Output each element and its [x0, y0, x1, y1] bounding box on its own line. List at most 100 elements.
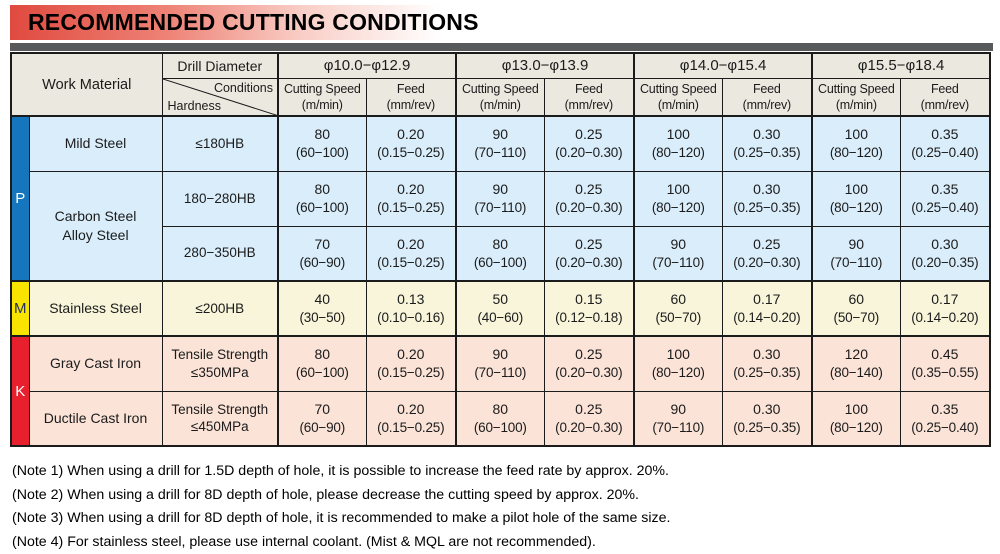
cutting-speed-cell-range: (70−110)	[652, 419, 705, 435]
cutting-speed-cell-range: (70−110)	[652, 254, 705, 270]
feed-cell-value: 0.25	[575, 126, 603, 143]
feed-cell-value: 0.15	[575, 290, 603, 307]
feed-cell-range: (0.20−0.35)	[911, 254, 979, 270]
cutting-speed-cell-value: 100	[844, 180, 868, 197]
cutting-speed-cell-range: (80−120)	[651, 365, 705, 381]
feed-label: Feed	[930, 81, 959, 96]
cutting-speed-cell: 90 (70−110)	[633, 225, 723, 282]
cutting-speed-cell-value: 60	[670, 290, 687, 307]
feed-cell-range: (0.20−0.30)	[555, 199, 623, 215]
cutting-speed-cell-value: 100	[844, 126, 868, 143]
material-name: Carbon Steel Alloy Steel	[28, 170, 163, 282]
cutting-speed-label: Cutting Speed	[461, 81, 539, 96]
feed-cell: 0.30 (0.25−0.35)	[721, 115, 813, 172]
feed-cell: 0.20 (0.15−0.25)	[365, 225, 457, 282]
cutting-speed-cell-range: (40−60)	[477, 309, 524, 325]
feed-cell-range: (0.25−0.40)	[911, 145, 979, 161]
cutting-speed-cell-range: (30−50)	[299, 309, 346, 325]
cutting-speed-cell-range: (80−140)	[829, 365, 883, 381]
feed-cell-range: (0.15−0.25)	[377, 419, 445, 435]
feed-cell-value: 0.35	[931, 126, 959, 143]
cutting-speed-label: Cutting Speed	[283, 81, 361, 96]
cutting-speed-cell: 80 (60−100)	[455, 390, 545, 447]
cutting-speed-header-3: Cutting Speed (m/min)	[633, 77, 723, 117]
feed-cell-range: (0.20−0.30)	[555, 419, 623, 435]
cutting-speed-cell: 70 (60−90)	[277, 225, 367, 282]
feed-cell-range: (0.20−0.30)	[555, 365, 623, 381]
cutting-speed-cell-value: 60	[848, 290, 865, 307]
feed-cell: 0.25 (0.20−0.30)	[543, 335, 635, 392]
feed-cell: 0.13 (0.10−0.16)	[365, 280, 457, 337]
feed-label: Feed	[396, 81, 425, 96]
feed-cell-range: (0.35−0.55)	[911, 365, 979, 381]
feed-cell-value: 0.20	[397, 126, 425, 143]
cutting-speed-cell-range: (80−120)	[829, 419, 883, 435]
cutting-speed-cell-range: (80−120)	[829, 199, 883, 215]
work-material-header: Work Material	[10, 52, 163, 117]
feed-cell-value: 0.30	[753, 126, 781, 143]
feed-cell-value: 0.30	[753, 180, 781, 197]
feed-cell-range: (0.25−0.40)	[911, 419, 979, 435]
feed-cell-range: (0.15−0.25)	[377, 365, 445, 381]
feed-cell-value: 0.20	[397, 180, 425, 197]
hardness-condition: Tensile Strength ≤350MPa	[161, 335, 279, 392]
cutting-speed-cell-range: (50−70)	[655, 309, 702, 325]
feed-cell: 0.25 (0.20−0.30)	[543, 115, 635, 172]
diagonal-divider	[163, 79, 278, 116]
hardness-condition: 280−350HB	[161, 225, 279, 282]
cutting-speed-cell: 80 (60−100)	[277, 170, 367, 227]
cutting-conditions-table: Work Material Drill Diameter φ10.0−φ12.9…	[10, 52, 992, 447]
feed-cell-value: 0.17	[753, 290, 781, 307]
feed-cell: 0.30 (0.25−0.35)	[721, 390, 813, 447]
conditions-hardness-cell: Conditions Hardness	[161, 77, 279, 117]
drill-diameter-header: Drill Diameter	[161, 52, 279, 79]
cutting-speed-cell-value: 70	[314, 235, 331, 252]
cutting-speed-cell-range: (80−120)	[651, 145, 705, 161]
notes: (Note 1) When using a drill for 1.5D dep…	[10, 460, 990, 554]
iso-group-badge-P: P	[10, 115, 30, 282]
cutting-speed-header-4: Cutting Speed (m/min)	[811, 77, 901, 117]
feed-cell-range: (0.14−0.20)	[733, 309, 801, 325]
feed-cell-range: (0.20−0.30)	[555, 254, 623, 270]
cutting-speed-cell-value: 100	[666, 180, 690, 197]
feed-header-2: Feed (mm/rev)	[543, 77, 635, 117]
diameter-group-3-header: φ14.0−φ15.4	[633, 52, 813, 79]
feed-cell-range: (0.25−0.35)	[733, 419, 801, 435]
feed-cell: 0.30 (0.25−0.35)	[721, 170, 813, 227]
feed-cell: 0.20 (0.15−0.25)	[365, 390, 457, 447]
note-line-3: (Note 3) When using a drill for 8D depth…	[12, 510, 671, 527]
diameter-group-1-header: φ10.0−φ12.9	[277, 52, 457, 79]
note-line-4: (Note 4) For stainless steel, please use…	[12, 533, 596, 550]
cutting-speed-cell-range: (60−90)	[299, 254, 346, 270]
feed-header-3: Feed (mm/rev)	[721, 77, 813, 117]
cutting-speed-cell: 100 (80−120)	[633, 170, 723, 227]
hardness-condition: 180−280HB	[161, 170, 279, 227]
material-row: 280−350HB 70 (60−90) 0.20 (0.15−0.25) 80 (60−1…	[11, 225, 991, 282]
feed-cell: 0.25 (0.20−0.30)	[721, 225, 813, 282]
cutting-speed-cell-value: 120	[844, 346, 868, 363]
feed-cell-value: 0.13	[397, 290, 425, 307]
feed-cell: 0.45 (0.35−0.55)	[899, 335, 991, 392]
feed-cell-range: (0.10−0.16)	[377, 309, 445, 325]
feed-cell-range: (0.15−0.25)	[377, 145, 445, 161]
cutting-speed-cell-range: (70−110)	[474, 145, 527, 161]
page-title-text: RECOMMENDED CUTTING CONDITIONS	[28, 9, 479, 35]
hardness-condition: ≤200HB	[161, 280, 279, 337]
cutting-speed-unit: (m/min)	[657, 97, 699, 112]
feed-header-1: Feed (mm/rev)	[365, 77, 457, 117]
feed-cell-range: (0.20−0.30)	[733, 254, 801, 270]
cutting-speed-cell: 90 (70−110)	[455, 335, 545, 392]
cutting-speed-header-1: Cutting Speed (m/min)	[277, 77, 367, 117]
feed-cell: 0.20 (0.15−0.25)	[365, 115, 457, 172]
feed-cell: 0.25 (0.20−0.30)	[543, 390, 635, 447]
feed-cell-value: 0.30	[931, 235, 959, 252]
cutting-speed-cell: 60 (50−70)	[633, 280, 723, 337]
feed-cell-value: 0.17	[931, 290, 959, 307]
cutting-speed-cell-value: 80	[492, 235, 509, 252]
hardness-condition: Tensile Strength ≤450MPa	[161, 390, 279, 447]
cutting-speed-cell: 50 (40−60)	[455, 280, 545, 337]
cutting-speed-unit: (m/min)	[835, 97, 877, 112]
cutting-speed-cell: 60 (50−70)	[811, 280, 901, 337]
feed-cell: 0.35 (0.25−0.40)	[899, 170, 991, 227]
feed-label: Feed	[752, 81, 781, 96]
